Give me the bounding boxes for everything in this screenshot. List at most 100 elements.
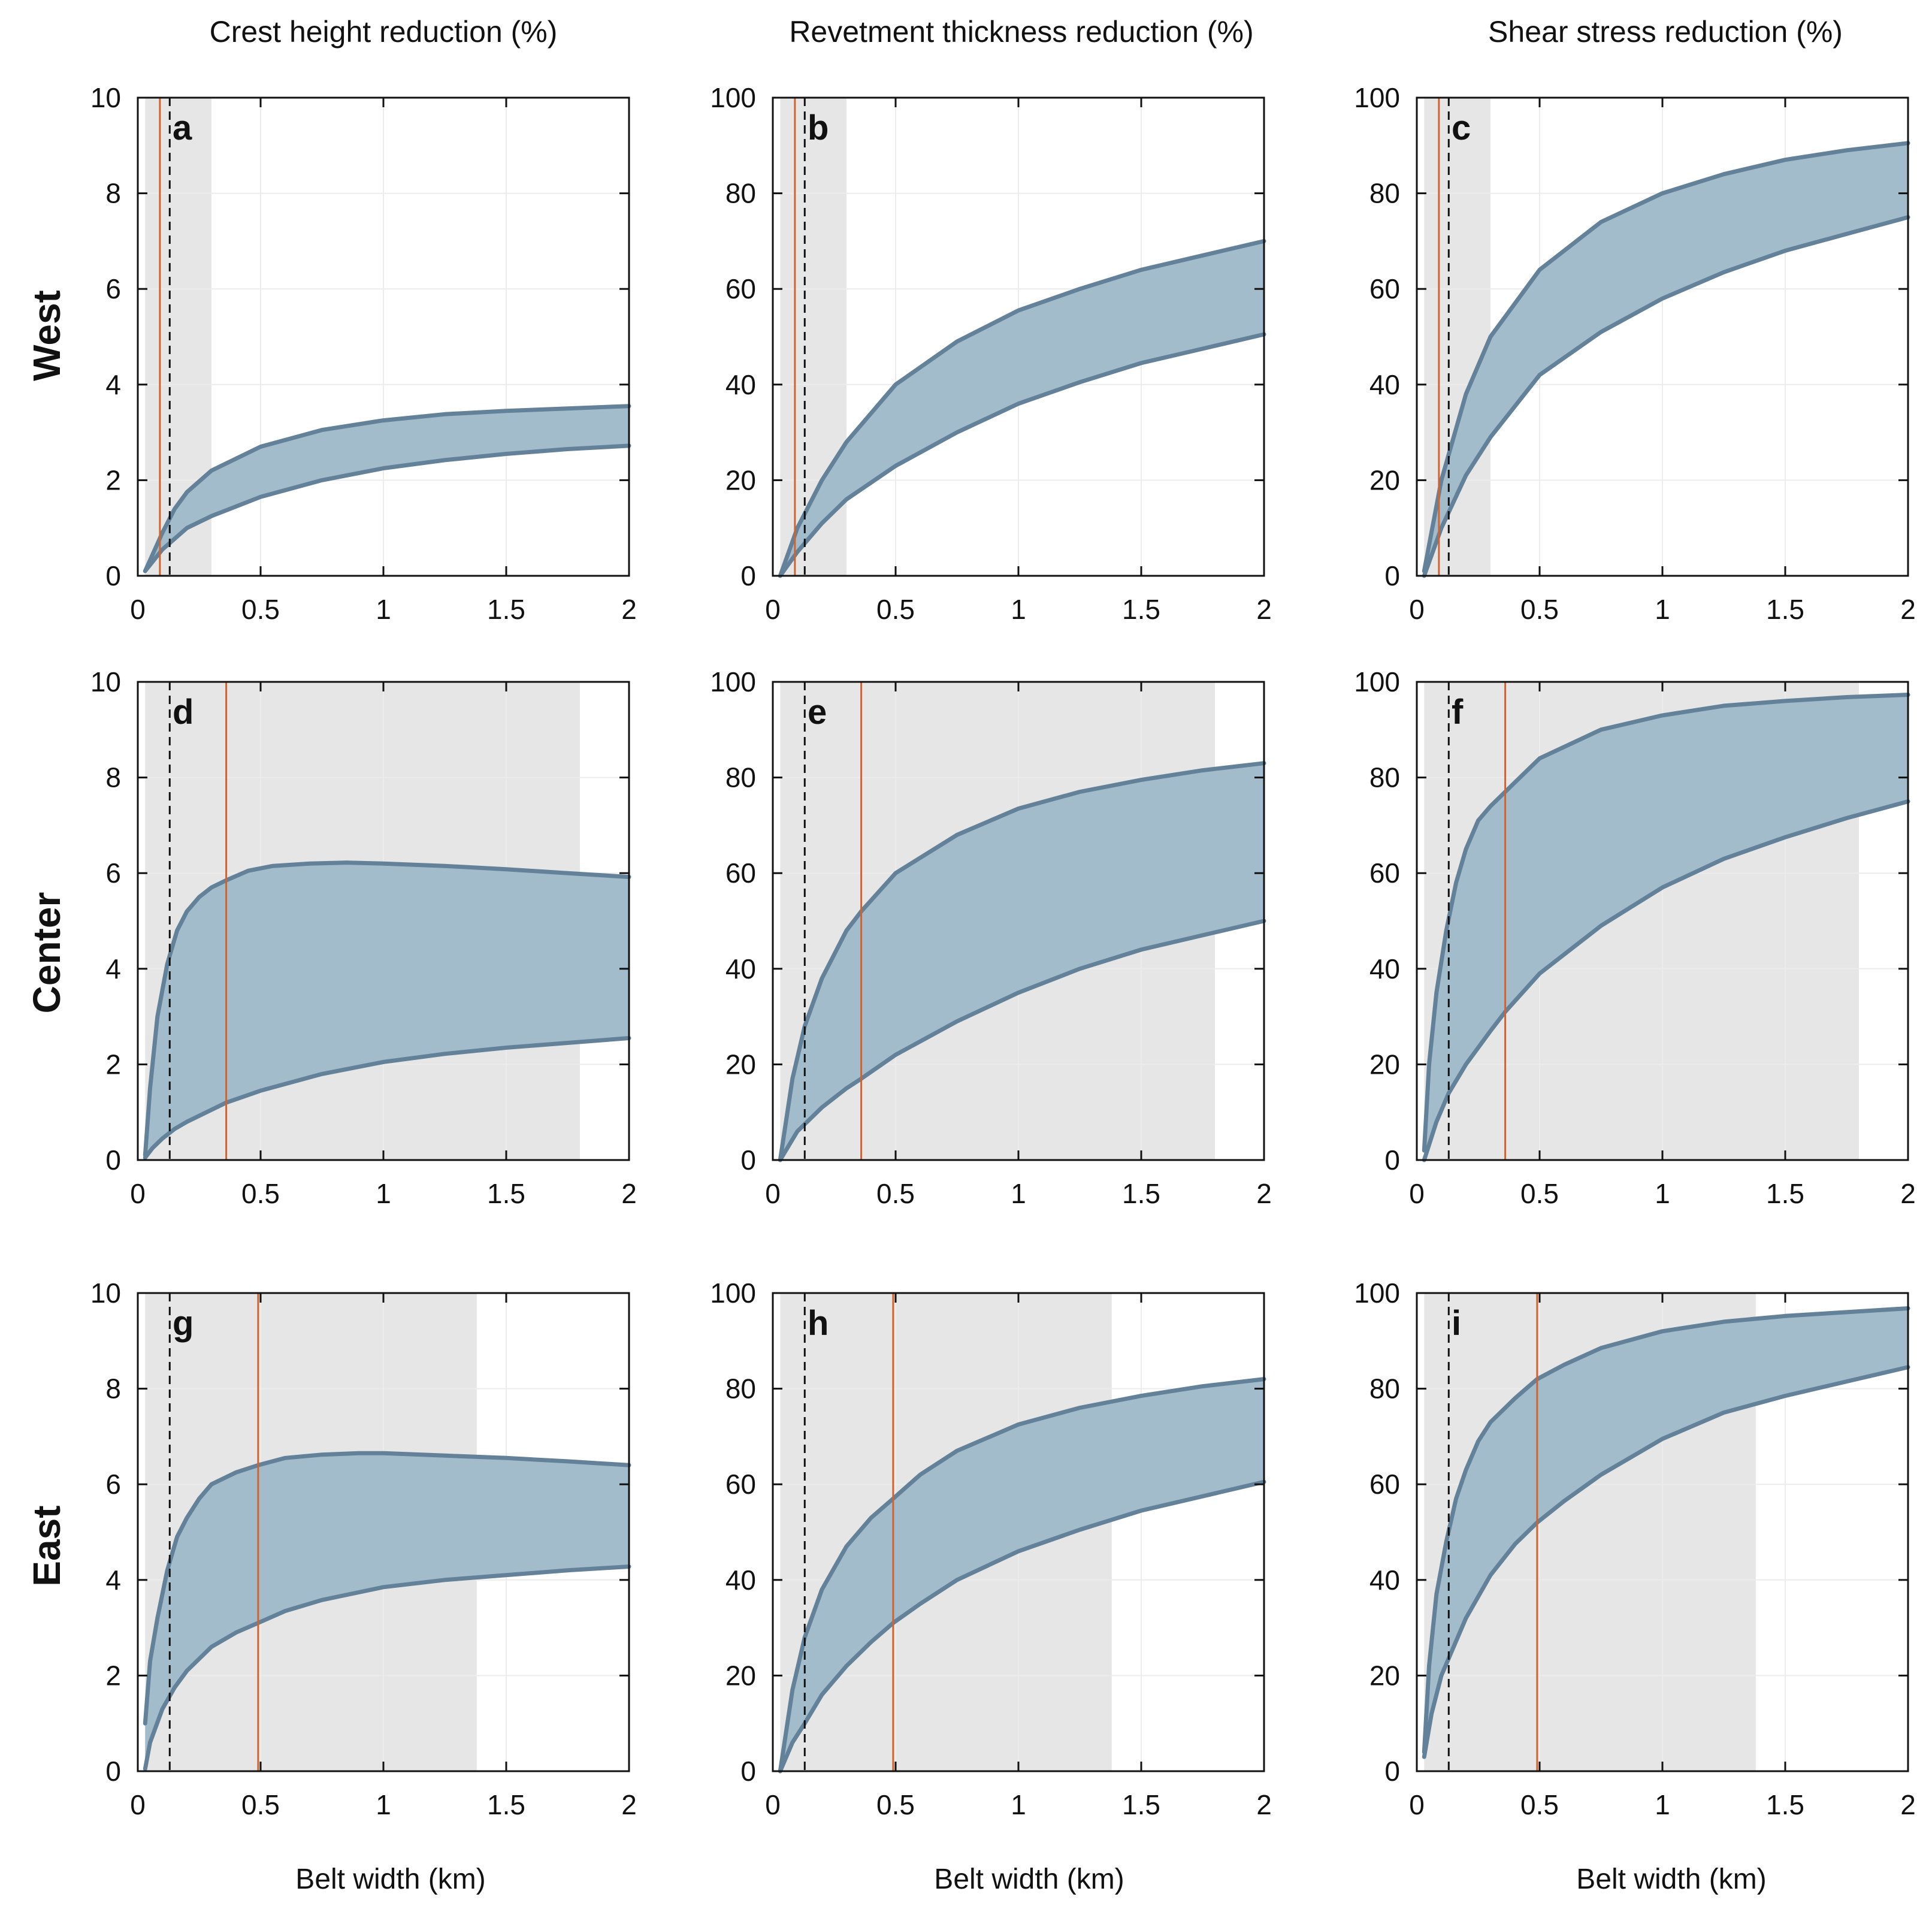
lower-curve-d bbox=[143, 1036, 631, 1160]
x-tick-label-c: 0 bbox=[1409, 594, 1425, 625]
x-tick-label-e: 0 bbox=[765, 1178, 781, 1209]
lower-curve-e bbox=[778, 919, 1266, 1162]
y-tick-label-a: 6 bbox=[105, 273, 121, 304]
band-area-i bbox=[1424, 1308, 1908, 1757]
y-tick-label-a: 8 bbox=[105, 178, 121, 209]
x-tick-label-b: 1.5 bbox=[1122, 594, 1160, 625]
y-tick-label-h: 60 bbox=[725, 1469, 756, 1500]
y-tick-label-b: 100 bbox=[710, 82, 756, 113]
y-tick-label-i: 100 bbox=[1354, 1277, 1400, 1309]
x-tick-label-g: 1.5 bbox=[487, 1789, 525, 1820]
x-tick-label-c: 0.5 bbox=[1520, 594, 1559, 625]
y-tick-label-h: 0 bbox=[740, 1756, 756, 1787]
panel-letter-c: c bbox=[1452, 108, 1471, 147]
y-tick-label-h: 100 bbox=[710, 1277, 756, 1309]
panel-letter-d: d bbox=[173, 693, 193, 732]
x-tick-label-f: 1.5 bbox=[1766, 1178, 1804, 1209]
x-tick-label-d: 1.5 bbox=[487, 1178, 525, 1209]
y-tick-label-d: 4 bbox=[105, 953, 121, 984]
lower-curve-b bbox=[778, 332, 1266, 578]
band-area-e bbox=[780, 763, 1264, 1160]
x-tick-label-e: 2 bbox=[1256, 1178, 1272, 1209]
y-tick-label-d: 10 bbox=[90, 666, 121, 697]
x-tick-label-i: 2 bbox=[1900, 1789, 1916, 1820]
x-tick-label-e: 0.5 bbox=[876, 1178, 915, 1209]
shaded-region-c bbox=[1424, 98, 1490, 576]
x-tick-label-b: 1 bbox=[1011, 594, 1026, 625]
x-axis-label-right: Belt width (km) bbox=[1576, 1863, 1766, 1895]
y-tick-label-a: 0 bbox=[105, 560, 121, 591]
y-tick-label-i: 40 bbox=[1369, 1564, 1400, 1596]
upper-curve-g bbox=[143, 1451, 631, 1726]
y-tick-label-g: 10 bbox=[90, 1277, 121, 1309]
y-tick-label-c: 100 bbox=[1354, 82, 1400, 113]
x-tick-label-f: 2 bbox=[1900, 1178, 1916, 1209]
y-tick-label-g: 4 bbox=[105, 1564, 121, 1596]
y-tick-label-b: 20 bbox=[725, 464, 756, 496]
y-tick-label-g: 6 bbox=[105, 1469, 121, 1500]
x-tick-label-f: 1 bbox=[1655, 1178, 1670, 1209]
band-area-d bbox=[145, 862, 630, 1158]
panel-g: 0 0.5 1 1.5 2 0 2 4 6 8 10 g bbox=[90, 1277, 637, 1820]
y-tick-label-b: 80 bbox=[725, 178, 756, 209]
upper-curve-e bbox=[778, 761, 1266, 1162]
y-tick-label-d: 0 bbox=[105, 1144, 121, 1176]
band-area-g bbox=[145, 1453, 630, 1769]
column-title-revetment-thickness: Revetment thickness reduction (%) bbox=[789, 15, 1253, 49]
x-tick-label-d: 0.5 bbox=[241, 1178, 280, 1209]
panel-letter-i: i bbox=[1452, 1304, 1461, 1343]
y-tick-label-c: 80 bbox=[1369, 178, 1400, 209]
x-tick-label-h: 1.5 bbox=[1122, 1789, 1160, 1820]
lower-curve-a bbox=[143, 443, 631, 573]
y-tick-label-e: 40 bbox=[725, 953, 756, 984]
x-tick-label-f: 0.5 bbox=[1520, 1178, 1559, 1209]
row-label-east: East bbox=[25, 1505, 68, 1586]
upper-curve-h bbox=[778, 1377, 1266, 1774]
y-tick-label-a: 4 bbox=[105, 369, 121, 400]
y-tick-label-c: 0 bbox=[1384, 560, 1400, 591]
y-tick-label-f: 20 bbox=[1369, 1049, 1400, 1080]
y-tick-label-c: 40 bbox=[1369, 369, 1400, 400]
x-tick-label-b: 2 bbox=[1256, 594, 1272, 625]
y-tick-label-c: 20 bbox=[1369, 464, 1400, 496]
row-label-west: West bbox=[25, 290, 68, 381]
y-tick-label-a: 10 bbox=[90, 82, 121, 113]
y-tick-label-d: 6 bbox=[105, 857, 121, 889]
panel-letter-g: g bbox=[173, 1304, 193, 1343]
band-area-h bbox=[780, 1379, 1264, 1771]
x-tick-label-d: 1 bbox=[376, 1178, 391, 1209]
x-tick-label-b: 0 bbox=[765, 594, 781, 625]
y-tick-label-i: 0 bbox=[1384, 1756, 1400, 1787]
y-tick-label-c: 60 bbox=[1369, 273, 1400, 304]
x-tick-label-b: 0.5 bbox=[876, 594, 915, 625]
y-tick-label-i: 20 bbox=[1369, 1660, 1400, 1691]
upper-curve-b bbox=[778, 238, 1266, 578]
y-tick-label-e: 0 bbox=[740, 1144, 756, 1176]
row-label-center: Center bbox=[25, 892, 68, 1014]
lower-curve-c bbox=[1422, 215, 1910, 578]
y-tick-label-a: 2 bbox=[105, 464, 121, 496]
x-tick-label-e: 1 bbox=[1011, 1178, 1026, 1209]
x-tick-label-a: 2 bbox=[621, 594, 637, 625]
x-tick-label-a: 0 bbox=[130, 594, 146, 625]
upper-curve-a bbox=[143, 404, 631, 573]
panel-letter-b: b bbox=[808, 108, 829, 147]
x-tick-label-a: 0.5 bbox=[241, 594, 280, 625]
x-tick-label-h: 0.5 bbox=[876, 1789, 915, 1820]
y-tick-label-i: 60 bbox=[1369, 1469, 1400, 1500]
y-tick-label-d: 2 bbox=[105, 1049, 121, 1080]
y-tick-label-f: 0 bbox=[1384, 1144, 1400, 1176]
x-tick-label-g: 0.5 bbox=[241, 1789, 280, 1820]
y-tick-label-e: 80 bbox=[725, 762, 756, 793]
y-tick-label-b: 40 bbox=[725, 369, 756, 400]
y-tick-label-f: 60 bbox=[1369, 857, 1400, 889]
x-tick-label-a: 1.5 bbox=[487, 594, 525, 625]
y-tick-label-h: 20 bbox=[725, 1660, 756, 1691]
x-tick-label-h: 2 bbox=[1256, 1789, 1272, 1820]
lower-curve-h bbox=[778, 1479, 1266, 1774]
